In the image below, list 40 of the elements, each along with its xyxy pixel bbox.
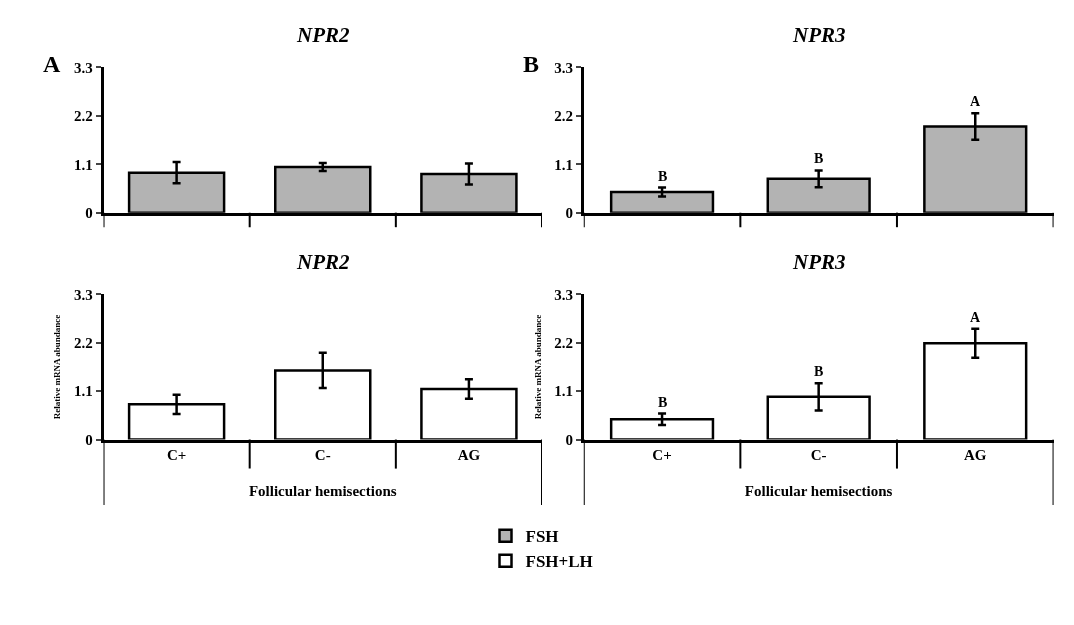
x-tick-label: C+: [652, 447, 672, 464]
annotation: B: [814, 364, 824, 379]
legend-label: FSH: [525, 527, 559, 547]
y-tick-label: 2.2: [554, 335, 574, 351]
chart-title: NPR3: [792, 250, 846, 274]
x-tick-label: C+: [166, 447, 187, 464]
y-tick-label: 2.2: [74, 108, 93, 125]
text: FSH+LH: [525, 552, 593, 572]
text: A: [43, 51, 61, 77]
x-axis-title: Follicular hemisections: [248, 483, 397, 500]
y-tick-label: 3.3: [554, 59, 574, 76]
annotation: B: [523, 51, 540, 77]
y-tick-label: 1.1: [74, 383, 93, 400]
annotation: B: [658, 395, 668, 410]
y-tick-label: 3.3: [554, 286, 574, 303]
y-tick-label: 0: [565, 431, 574, 448]
y-tick-label: 0: [85, 204, 93, 221]
y-tick-label: 1.1: [554, 383, 574, 400]
chart-title: NPR3: [792, 23, 846, 47]
y-axis-title: Relative mRNA abundance: [52, 314, 63, 420]
x-tick-label: AG: [457, 447, 481, 464]
y-axis-title: Relative mRNA abundance: [532, 314, 543, 420]
annotation: A: [970, 94, 981, 109]
y-tick-label: 3.3: [74, 59, 93, 76]
annotation: B: [658, 169, 668, 184]
y-tick-label: 2.2: [554, 108, 574, 125]
annotation: B: [814, 151, 824, 166]
y-tick-label: 0: [85, 431, 93, 448]
chart-title: NPR2: [296, 23, 350, 47]
x-tick-label: C-: [314, 447, 331, 464]
chart-title: NPR2: [296, 250, 350, 274]
y-tick-label: 3.3: [74, 286, 93, 303]
x-axis-title: Follicular hemisections: [744, 483, 893, 500]
x-tick-label: AG: [964, 447, 987, 464]
annotation: A: [970, 310, 981, 325]
x-tick-label: C-: [810, 447, 827, 464]
y-tick-label: 0: [565, 204, 574, 221]
y-tick-label: 1.1: [554, 156, 574, 173]
y-tick-label: 1.1: [74, 156, 93, 173]
y-tick-label: 2.2: [74, 335, 93, 351]
